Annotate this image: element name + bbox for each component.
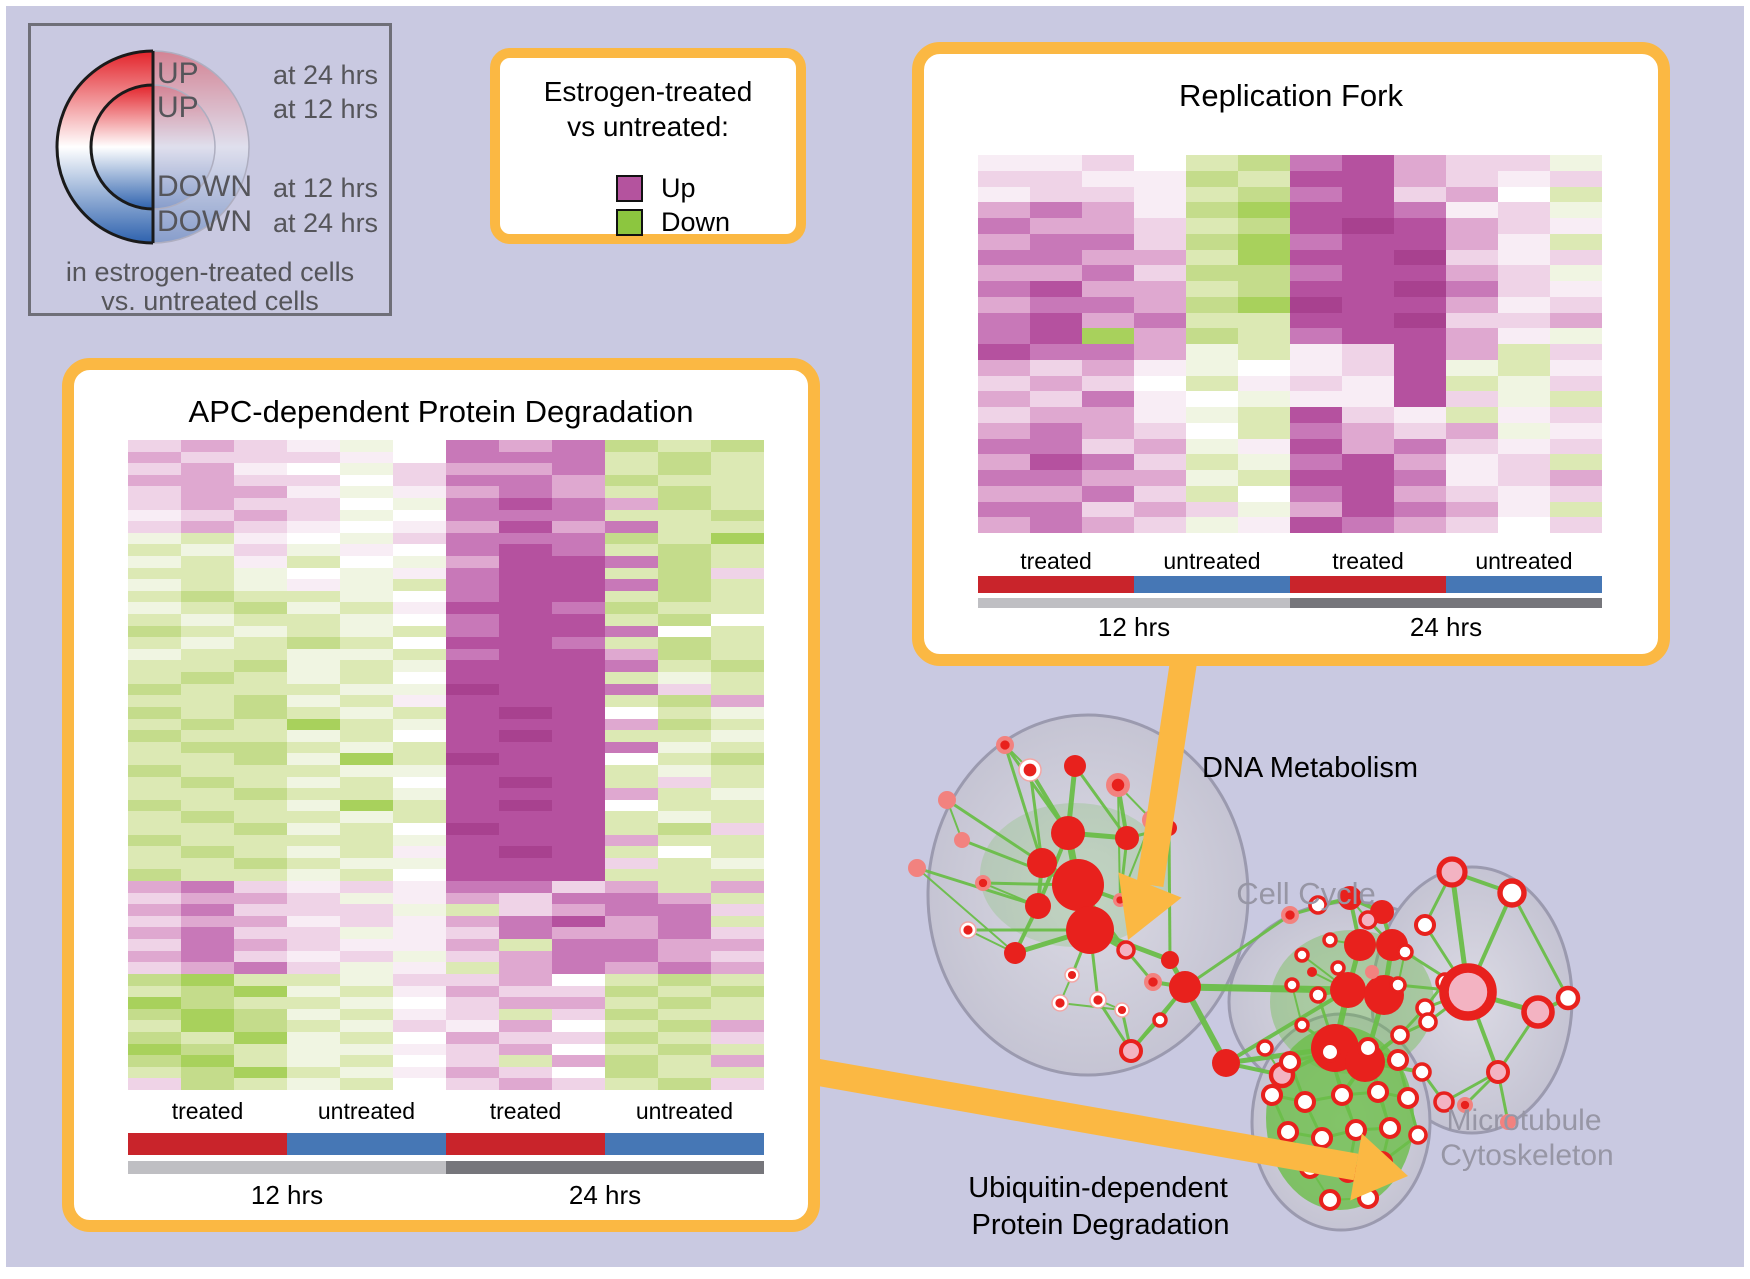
time-bar bbox=[128, 1161, 446, 1174]
legend-title-line1: Estrogen-treated bbox=[543, 76, 753, 107]
condition-bar bbox=[1134, 576, 1290, 593]
updown-ring-diagram bbox=[55, 49, 250, 245]
condition-bar bbox=[605, 1133, 764, 1155]
rf-heatmap-grid bbox=[978, 155, 1602, 533]
time-label: 12 hrs bbox=[1097, 612, 1171, 642]
condition-bar bbox=[978, 576, 1134, 593]
apc-time-bars bbox=[128, 1161, 764, 1174]
legend-title-line2: vs untreated: bbox=[567, 111, 729, 142]
up-color-swatch bbox=[616, 175, 643, 202]
apc-heatmap-panel: APC-dependent Protein Degradation treate… bbox=[62, 358, 820, 1232]
annotation-arrow-head bbox=[1118, 872, 1182, 940]
condition-label: treated bbox=[489, 1098, 562, 1124]
annotation-arrow-head bbox=[1350, 1133, 1408, 1201]
cal-up-12: UP bbox=[157, 91, 199, 124]
condition-bar bbox=[1446, 576, 1602, 593]
rf-time-bars bbox=[978, 598, 1602, 608]
rf-condition-labels: treated untreated treated untreated bbox=[978, 548, 1602, 575]
time-label: 24 hrs bbox=[568, 1180, 642, 1210]
cal-at-12-label: at 12 hrs bbox=[273, 94, 379, 124]
time-label: 24 hrs bbox=[1409, 612, 1483, 642]
apc-panel-title: APC-dependent Protein Degradation bbox=[188, 394, 694, 429]
cal-at-24-label-2: at 24 hrs bbox=[273, 208, 379, 238]
cal-caption-2: vs. untreated cells bbox=[101, 286, 319, 316]
rf-time-labels: 12 hrs 24 hrs bbox=[978, 612, 1602, 643]
condition-bar bbox=[1290, 576, 1446, 593]
up-label: Up bbox=[661, 173, 696, 203]
condition-label: untreated bbox=[317, 1098, 416, 1124]
cluster-label-cell-cycle: Cell Cycle bbox=[1236, 876, 1376, 911]
down-color-swatch bbox=[616, 209, 643, 236]
cluster-label-cytoskeleton: Cytoskeleton bbox=[1440, 1139, 1614, 1172]
cal-down-24: DOWN bbox=[157, 205, 252, 238]
estrogen-legend-box: Estrogen-treated vs untreated: Up Down bbox=[490, 48, 806, 244]
condition-label: untreated bbox=[635, 1098, 734, 1124]
replication-fork-panel: Replication Fork treated untreated treated… bbox=[912, 42, 1670, 666]
time-label: 12 hrs bbox=[250, 1180, 324, 1210]
cal-caption-1: in estrogen-treated cells bbox=[65, 257, 355, 287]
time-bar bbox=[1290, 598, 1602, 608]
condition-label: untreated bbox=[1475, 548, 1573, 574]
cluster-label-microtubule: Microtubule bbox=[1446, 1104, 1602, 1137]
rf-condition-bars bbox=[978, 576, 1602, 593]
annotation-arrow-shaft bbox=[813, 1058, 1359, 1181]
cal-at-24-label: at 24 hrs bbox=[273, 60, 379, 90]
calibration-legend-box: UP at 24 hrs UP at 12 hrs DOWN at 12 hrs… bbox=[28, 23, 392, 316]
annotation-arrow-shaft bbox=[1136, 649, 1199, 888]
condition-bar bbox=[446, 1133, 605, 1155]
apc-time-labels: 12 hrs 24 hrs bbox=[128, 1180, 764, 1211]
apc-condition-bars bbox=[128, 1133, 764, 1155]
rf-panel-title: Replication Fork bbox=[1179, 78, 1403, 113]
condition-bar bbox=[287, 1133, 446, 1155]
cluster-label-dna-metabolism: DNA Metabolism bbox=[1202, 752, 1418, 784]
down-label: Down bbox=[661, 207, 731, 237]
time-bar bbox=[446, 1161, 764, 1174]
condition-label: treated bbox=[1020, 548, 1092, 574]
condition-bar bbox=[128, 1133, 287, 1155]
cluster-label-ubiquitin-1: Ubiquitin-dependent bbox=[968, 1172, 1228, 1204]
time-bar bbox=[978, 598, 1290, 608]
cal-down-12: DOWN bbox=[157, 170, 252, 203]
condition-label: treated bbox=[171, 1098, 244, 1124]
cal-at-12-label-2: at 12 hrs bbox=[273, 173, 379, 203]
legend-title: Estrogen-treated vs untreated: bbox=[500, 74, 796, 144]
cal-up-24: UP bbox=[157, 57, 199, 90]
apc-heatmap-grid bbox=[128, 440, 764, 1090]
condition-label: treated bbox=[1332, 548, 1404, 574]
cluster-label-ubiquitin-2: Protein Degradation bbox=[971, 1209, 1230, 1241]
apc-condition-labels: treated untreated treated untreated bbox=[128, 1098, 764, 1125]
condition-label: untreated bbox=[1163, 548, 1261, 574]
